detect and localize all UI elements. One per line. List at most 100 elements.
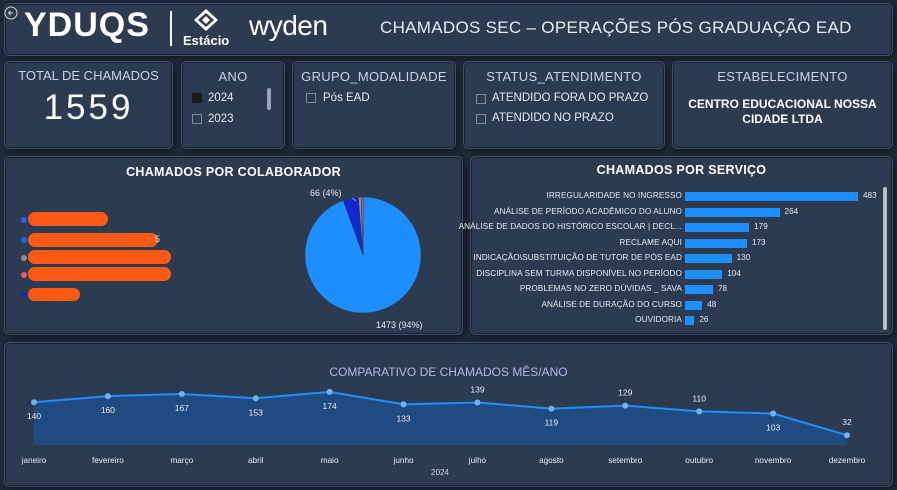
service-bar[interactable] [685,285,713,294]
service-bar[interactable] [685,254,732,263]
area-data-label: 160 [101,405,115,415]
service-label: PROBLEMAS NO ZERO DÚVIDAS _ SAVA [519,284,682,293]
ano-slicer: ANO 2024 2023 [181,61,285,149]
pie-label-second: 66 (4%) [310,188,342,198]
area-data-label: 174 [323,401,337,411]
ano-2023-label[interactable]: 2023 [208,113,234,125]
area-point[interactable] [31,399,37,406]
month-tick-label: junho [393,456,414,465]
no-prazo-checkbox[interactable] [476,114,486,124]
no-prazo-label[interactable]: ATENDIDO NO PRAZO [492,112,614,124]
service-value: 26 [699,315,709,324]
service-value: 173 [751,237,766,247]
area-data-label: 139 [470,385,484,395]
area-point[interactable] [696,408,703,415]
area-data-label: 103 [766,423,780,433]
logo-divider [170,11,172,46]
month-tick-label: março [170,456,193,465]
area-data-label: 119 [545,418,559,428]
service-value: 264 [784,206,799,216]
service-label: DISCIPLINA SEM TURMA DISPONÍVEL NO PERÍO… [476,268,682,278]
month-tick-label: maio [321,456,339,465]
month-tick-label: abril [248,456,264,465]
area-point[interactable] [326,388,333,395]
area-point[interactable] [844,432,850,439]
area-x-axis-label: 2024 [431,468,450,477]
legend-dot-5 [21,292,27,298]
grupo-slicer: GRUPO_MODALIDADE Pós EAD [292,61,456,149]
area-line [33,390,848,437]
status-slicer: STATUS_ATENDIMENTO ATENDIDO FORA DO PRAZ… [463,61,665,149]
service-bar[interactable] [685,207,780,217]
estabelecimento-card: ESTABELECIMENTO CENTRO EDUCACIONAL NOSSA… [672,61,893,149]
comparativo-area-chart[interactable]: 140 janeiro 160 fevereiro 167 março 153 abril 17… [4,342,893,487]
page-title: CHAMADOS SEC – OPERAÇÕES PÓS GRADUAÇÃO E… [380,18,852,37]
legend-dot-1 [21,217,27,223]
servico-scrollbar[interactable] [883,187,887,330]
area-point[interactable] [104,393,111,400]
partial-legend-text: 5 [155,234,161,244]
header-panel [4,3,893,56]
pie-slice-3[interactable] [360,196,364,256]
service-label: ANÁLISE DE DURAÇÃO DO CURSO [541,299,682,309]
wyden-logo: wyden [249,10,328,41]
estab-line1: CENTRO EDUCACIONAL NOSSA [688,97,877,111]
status-title: STATUS_ATENDIMENTO [486,69,642,84]
comparativo-title: COMPARATIVO DE CHAMADOS MÊS/ANO [329,365,568,379]
ano-2024-label[interactable]: 2024 [208,92,234,104]
service-bar[interactable] [685,269,723,279]
area-point[interactable] [252,395,259,402]
area-point[interactable] [622,402,629,409]
fora-prazo-label[interactable]: ATENDIDO FORA DO PRAZO [492,92,649,104]
back-icon[interactable] [3,5,19,21]
servico-panel: CHAMADOS POR SERVIÇO [470,156,893,335]
area-point[interactable] [400,401,407,408]
area-point[interactable] [178,390,185,397]
kpi-value: 1559 [43,88,134,127]
servico-title: CHAMADOS POR SERVIÇO [596,163,767,177]
area-data-label: 167 [175,403,189,413]
area-point[interactable] [770,410,777,417]
area-point[interactable] [474,399,481,406]
pie-label-main: 1473 (94%) [376,320,423,330]
kpi-label: TOTAL DE CHAMADOS [18,68,159,83]
pos-ead-checkbox[interactable] [306,93,316,103]
ano-scrollbar[interactable] [267,88,271,110]
area-data-label: 133 [396,413,410,423]
ano-title: ANO [218,69,248,84]
service-value: 483 [863,191,877,200]
redaction-3 [28,250,171,264]
estacio-logo-icon [194,9,218,31]
service-label: ANÁLISE DE PERÍODO ACADÊMICO DO ALUNO [494,206,682,216]
service-value: 78 [717,284,728,293]
service-label: INDICAÇÃO\SUBSTITUIÇÃO DE TUTOR DE PÓS E… [473,253,682,262]
month-tick-label: setembro [608,456,643,465]
area-data-label: 153 [249,407,263,417]
area-data-label: 110 [692,393,706,403]
yduqs-logo: YDUQS [24,6,150,44]
month-tick-label: outubro [685,456,713,465]
service-bar[interactable] [685,300,703,310]
pos-ead-label[interactable]: Pós EAD [323,92,370,104]
service-bar[interactable] [685,316,695,325]
ano-2023-checkbox[interactable] [192,114,202,124]
service-label: OUVIDORIA [635,315,682,324]
area-data-label: 129 [618,388,632,398]
service-bar[interactable] [685,223,750,232]
service-value: 48 [707,299,717,309]
service-label: IRREGULARIDADE NO INGRESSO [546,191,682,200]
area-fill [34,391,847,445]
service-bar[interactable] [685,192,858,201]
colab-title: CHAMADOS POR COLABORADOR [126,165,341,179]
month-tick-label: agosto [539,456,564,465]
redaction-5 [28,288,80,301]
month-tick-label: novembro [755,456,792,465]
area-point[interactable] [548,405,555,412]
legend-dot-3 [21,255,27,261]
area-data-label: 32 [842,417,852,427]
ano-2024-checkbox[interactable] [192,93,202,103]
month-tick-label: julho [468,456,487,465]
service-bar[interactable] [685,238,747,248]
colaborador-pie-chart[interactable]: 1473 (94%) 66 (4%) [290,180,460,330]
fora-prazo-checkbox[interactable] [476,94,486,104]
